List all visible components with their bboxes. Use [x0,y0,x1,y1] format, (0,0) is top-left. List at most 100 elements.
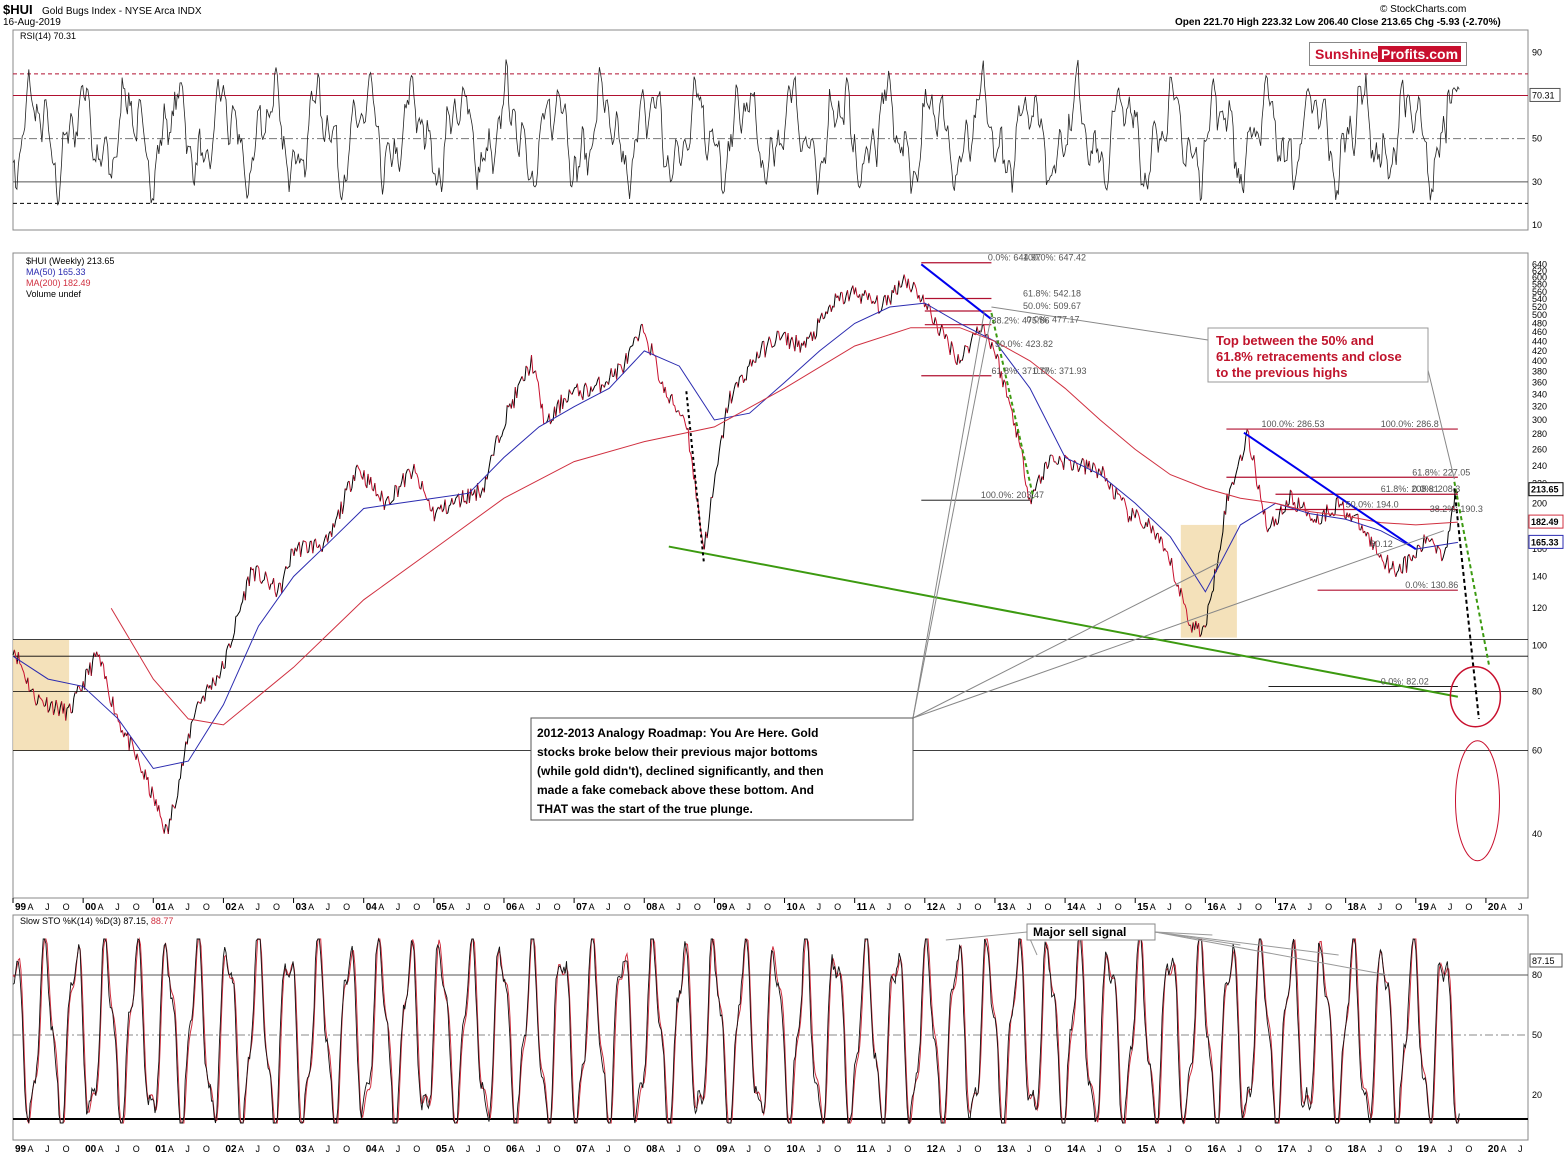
x-year-label: 14 [1067,902,1079,913]
x-month-label: A [1150,902,1156,912]
price-y-tick-label: 560 [1532,287,1547,297]
price-y-tick-label: 400 [1532,356,1547,366]
x-year-label-bottom: 18 [1348,1144,1360,1155]
x-year-label-bottom: 10 [787,1144,799,1155]
roadmap-line4: made a fake comeback above these bottom.… [537,783,814,797]
price-y-tick-label: 320 [1532,402,1547,412]
fib-level-label: 61.8%: 208.81 [1381,484,1439,494]
sto-y-tick-label: 80 [1532,970,1542,980]
x-year-label: 00 [85,902,97,913]
x-month-label-bottom: O [273,1144,280,1154]
x-year-label-bottom: 03 [296,1144,308,1155]
fib-level-label: 61.8%: 371.77 [991,366,1049,376]
rsi-panel-frame [12,29,1529,231]
x-month-label: A [1290,902,1296,912]
x-year-label: 20 [1488,902,1500,913]
sto-last-box [1529,953,1563,968]
x-month-label-bottom: J [396,1144,401,1154]
x-month-label-bottom: J [115,1144,120,1154]
sto-legend-main: Slow STO %K(14) %D(3) 87.15, [20,916,148,926]
price-y-tick-label: 580 [1532,280,1547,290]
symbol-title: $HUI [3,2,33,17]
x-month-label-bottom: A [519,1144,525,1154]
ma50-line [12,302,1458,770]
x-month-label-bottom: A [939,1144,945,1154]
fib-level-label: 50.0%: 194.0 [1346,500,1399,510]
x-month-label: A [1220,902,1226,912]
x-month-label-bottom: J [1378,1144,1383,1154]
sell-signal-pointer [1154,931,1213,936]
x-year-label: 15 [1137,902,1149,913]
x-year-label-bottom: 19 [1418,1144,1430,1155]
fib-level-label: 60.12 [1370,539,1393,549]
x-month-label-bottom: J [466,1144,471,1154]
x-month-label-bottom: J [536,1144,541,1154]
annotation-pointer [912,310,985,719]
x-month-label-bottom: O [694,1144,701,1154]
fib-level-label: 0.0%: 644.97 [988,253,1041,263]
x-year-label: 18 [1348,902,1360,913]
sell-signal-pointer [1154,931,1339,956]
highlight-zone-1999 [13,639,70,751]
x-month-label: J [1237,902,1242,912]
price-y-tick-label: 620 [1532,266,1547,276]
x-month-label: A [659,902,665,912]
roadmap-annotation-box [530,717,914,821]
fib-level-label: 100.0%: 647.42 [1023,253,1086,263]
ma200-last-box-text: 182.49 [1531,517,1559,527]
x-month-label: O [1115,902,1122,912]
x-month-label-bottom: J [1097,1144,1102,1154]
fib-level-label: 0.0%: 371.93 [1034,366,1087,376]
green-support-trendline [668,545,1459,698]
x-month-label-bottom: A [238,1144,244,1154]
price-y-tick-label: 500 [1532,310,1547,320]
x-month-label-bottom: J [185,1144,190,1154]
x-year-label-bottom: 05 [436,1144,448,1155]
x-year-label: 01 [155,902,167,913]
sell-signal-pointer [945,931,1028,941]
x-year-label-bottom: 01 [155,1144,167,1155]
volume-legend: Volume undef [26,289,82,299]
x-month-label: J [1448,902,1453,912]
x-month-label: J [45,902,50,912]
x-month-label-bottom: J [957,1144,962,1154]
x-year-label-bottom: 09 [716,1144,728,1155]
x-month-label-bottom: A [1430,1144,1436,1154]
x-year-label: 09 [716,902,728,913]
x-month-label: J [817,902,822,912]
roadmap-line3: (while gold didn't), declined significan… [537,764,824,778]
price-y-tick-label: 460 [1532,327,1547,337]
ma50-last-box-text: 165.33 [1531,537,1559,547]
x-month-label-bottom: J [606,1144,611,1154]
x-month-label: O [554,902,561,912]
x-month-label-bottom: A [378,1144,384,1154]
last-price-box-text: 213.65 [1531,485,1559,495]
sell-signal-pointer [1154,931,1388,976]
x-month-label: O [273,902,280,912]
x-month-label: O [1395,902,1402,912]
x-month-label: O [1325,902,1332,912]
x-month-label-bottom: J [817,1144,822,1154]
ma50-last-box-frame [1528,534,1564,549]
sto-legend-d: 88.77 [151,916,174,926]
x-month-label: O [764,902,771,912]
sell-signal-box [1026,923,1156,941]
x-month-label: J [1378,902,1383,912]
x-month-label-bottom: J [1237,1144,1242,1154]
x-month-label-bottom: O [624,1144,631,1154]
x-month-label-bottom: J [255,1144,260,1154]
x-month-label-bottom: O [413,1144,420,1154]
x-month-label: A [1500,902,1506,912]
last-price-box-frame [1528,482,1564,497]
x-month-label: J [536,902,541,912]
x-year-label: 03 [296,902,308,913]
ma200-last-box-frame [1528,514,1564,529]
chart-date: 16-Aug-2019 [3,17,61,28]
x-year-label-bottom: 08 [646,1144,658,1155]
x-year-label: 19 [1418,902,1430,913]
x-month-label-bottom: O [63,1144,70,1154]
price-y-tick-label: 160 [1532,544,1547,554]
price-y-tick-label: 340 [1532,389,1547,399]
x-month-label-bottom: O [343,1144,350,1154]
